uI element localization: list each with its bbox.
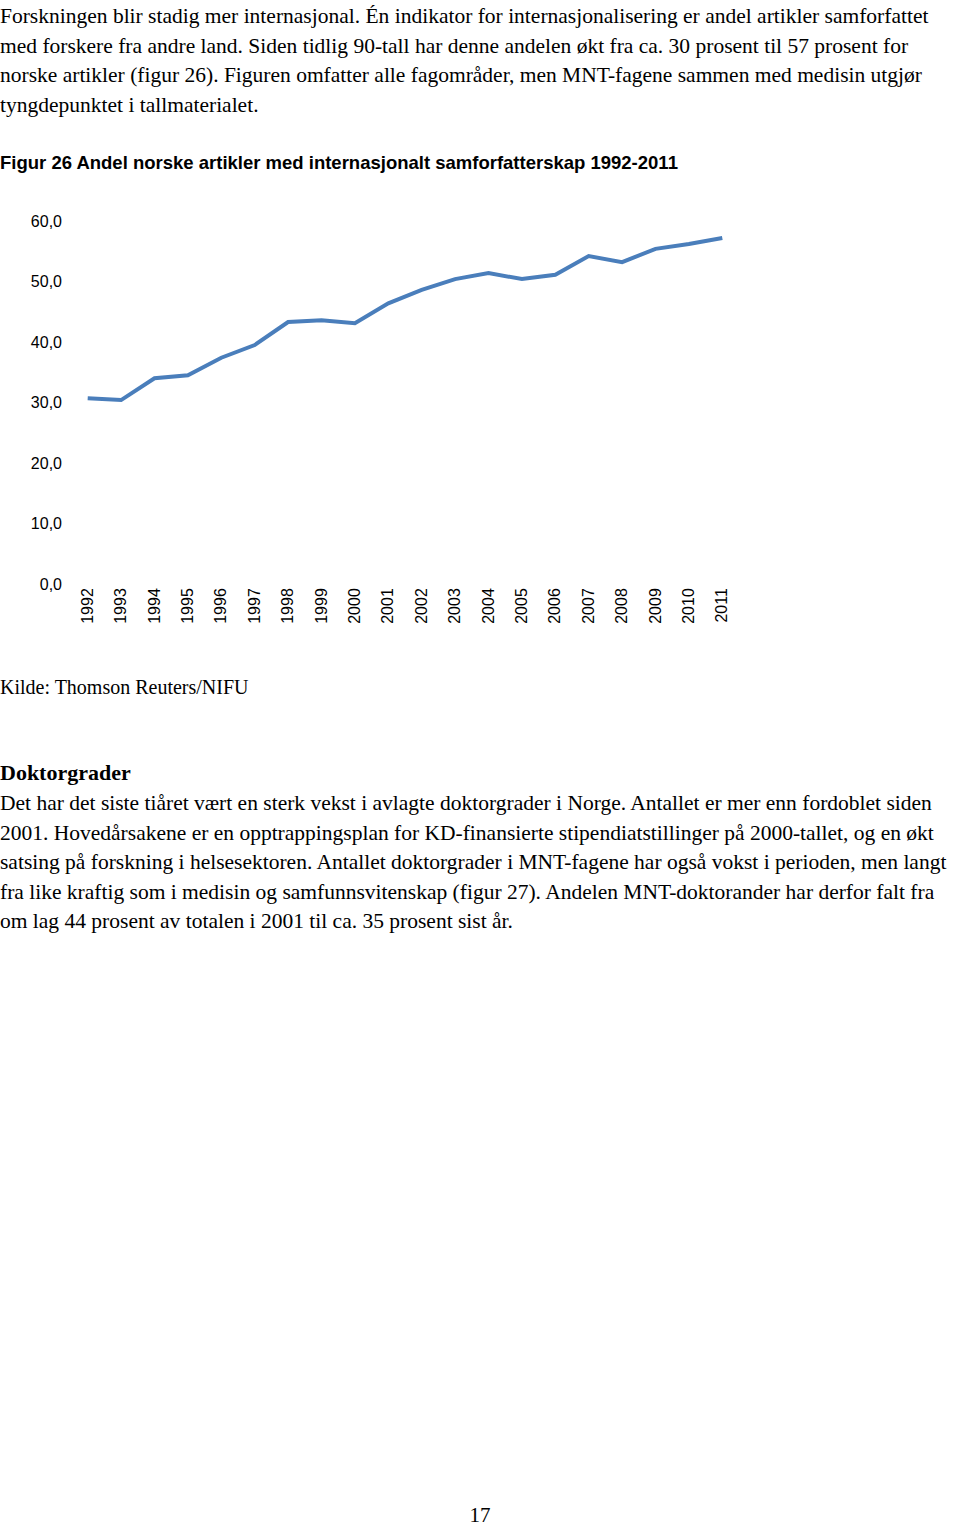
svg-text:40,0: 40,0 xyxy=(31,334,62,351)
svg-text:2006: 2006 xyxy=(547,588,564,624)
svg-text:1999: 1999 xyxy=(313,588,330,624)
svg-text:1997: 1997 xyxy=(246,588,263,624)
html-text:Figur 26 Andel norske artikler: Figur 26 Andel norske artikler med inter… xyxy=(0,152,678,173)
svg-text:1995: 1995 xyxy=(179,588,196,624)
svg-text:1992: 1992 xyxy=(79,588,96,624)
svg-text:10,0: 10,0 xyxy=(31,515,62,532)
svg-text:2009: 2009 xyxy=(647,588,664,624)
svg-text:2002: 2002 xyxy=(413,588,430,624)
svg-text:1994: 1994 xyxy=(146,588,163,624)
svg-text:2004: 2004 xyxy=(480,588,497,624)
svg-text:2007: 2007 xyxy=(580,588,597,624)
svg-text:0,0: 0,0 xyxy=(40,576,62,593)
svg-text:1996: 1996 xyxy=(213,588,230,624)
svg-text:1993: 1993 xyxy=(112,588,129,624)
svg-text:30,0: 30,0 xyxy=(31,394,62,411)
svg-text:2011: 2011 xyxy=(714,588,731,623)
svg-text:2003: 2003 xyxy=(446,588,463,624)
html-text:17: 17 xyxy=(469,1503,491,1527)
html-text:Det har det siste tiåret vært: Det har det siste tiåret vært en sterk v… xyxy=(0,791,947,933)
svg-text:2000: 2000 xyxy=(346,588,363,624)
svg-text:50,0: 50,0 xyxy=(31,273,62,290)
html-text:Doktorgrader: Doktorgrader xyxy=(0,760,131,785)
html-text:Kilde: Thomson Reuters/NIFU: Kilde: Thomson Reuters/NIFU xyxy=(0,676,249,698)
html-text:Forskningen blir stadig mer in: Forskningen blir stadig mer internasjona… xyxy=(0,4,929,117)
svg-text:2005: 2005 xyxy=(513,588,530,624)
svg-text:2008: 2008 xyxy=(613,588,630,624)
svg-text:20,0: 20,0 xyxy=(31,455,62,472)
svg-text:2001: 2001 xyxy=(380,588,397,624)
svg-text:60,0: 60,0 xyxy=(31,213,62,230)
svg-text:1998: 1998 xyxy=(279,588,296,624)
svg-text:2010: 2010 xyxy=(680,588,697,624)
